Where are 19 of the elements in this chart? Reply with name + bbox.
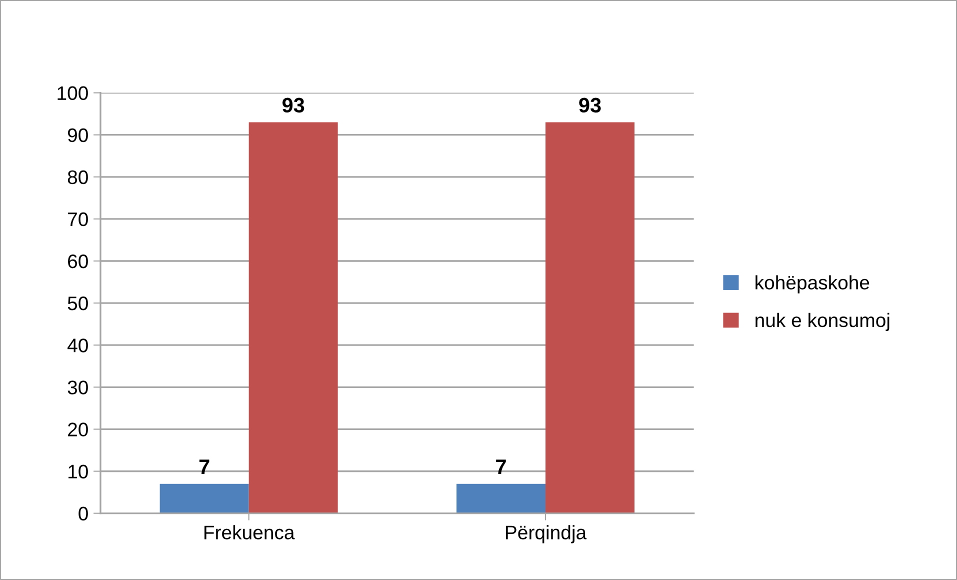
data-label: 7 [199,460,210,474]
data-label: 7 [496,460,506,474]
y-tick-label: 30 [68,380,88,394]
y-tick-label: 60 [68,254,88,268]
y-tick-label: 50 [68,296,88,310]
y-tick-label: 40 [68,338,88,352]
y-tick-label: 10 [68,464,88,478]
y-tick-label: 20 [68,422,88,436]
x-tick-label: Përqindja [506,525,587,544]
y-tick-label: 90 [68,128,88,142]
legend-label: kohëpaskohe [756,275,870,294]
legend-label: nuk e konsumoj [756,312,890,331]
data-label: 93 [579,98,601,113]
y-tick-label: 0 [78,506,88,521]
x-tick-label: Frekuenca [204,525,295,540]
y-tick-label: 100 [58,86,88,100]
data-label: 93 [282,98,304,113]
y-tick-label: 80 [68,170,88,184]
y-tick-label: 70 [68,212,88,226]
